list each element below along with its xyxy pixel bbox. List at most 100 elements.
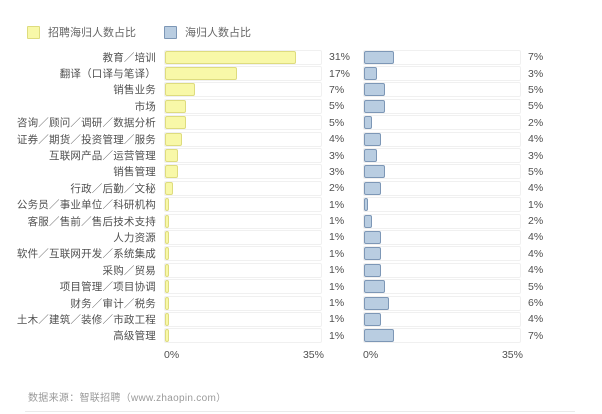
recruit-value-label: 4% bbox=[329, 133, 345, 146]
returnee-bar bbox=[364, 50, 394, 64]
recruit-bar bbox=[165, 50, 296, 64]
returnee-bar-track bbox=[363, 164, 521, 180]
recruit-bar-track bbox=[164, 279, 322, 295]
category-label: 销售业务 bbox=[113, 84, 156, 97]
returnee-bar bbox=[364, 312, 381, 326]
returnee-bar bbox=[364, 296, 390, 310]
legend-swatch-yellow-icon bbox=[27, 25, 40, 39]
returnee-bar-track bbox=[363, 246, 521, 262]
recruit-bar-track bbox=[164, 197, 322, 213]
returnee-bar-track bbox=[363, 262, 521, 278]
recruit-bar-track bbox=[164, 49, 322, 65]
returnee-bar bbox=[364, 149, 377, 163]
category-label: 销售管理 bbox=[113, 166, 156, 179]
legend-swatch-blue-icon bbox=[164, 25, 177, 39]
category-label: 项目管理／项目协调 bbox=[59, 281, 156, 294]
returnee-bar bbox=[364, 165, 386, 179]
recruit-value-label: 5% bbox=[329, 116, 345, 129]
recruit-bar-track bbox=[164, 148, 322, 164]
returnee-bar bbox=[364, 67, 377, 81]
recruit-bar bbox=[165, 263, 170, 277]
axis-row: 0% 35% 0% 35% bbox=[0, 349, 602, 363]
recruit-bar-track bbox=[164, 164, 322, 180]
returnee-value-label: 4% bbox=[528, 264, 544, 277]
returnee-value-label: 4% bbox=[528, 231, 544, 244]
recruit-bar-track bbox=[164, 66, 322, 82]
returnee-bar bbox=[364, 181, 381, 195]
table-row: 土木／建筑／装修／市政工程 1% 4% bbox=[0, 311, 602, 327]
left-axis-max-label: 35% bbox=[302, 349, 324, 362]
returnee-bar-track bbox=[363, 49, 521, 65]
returnee-value-label: 2% bbox=[528, 215, 544, 228]
recruit-value-label: 3% bbox=[329, 165, 345, 178]
category-label: 土木／建筑／装修／市政工程 bbox=[16, 313, 156, 326]
table-row: 市场 5% 5% bbox=[0, 98, 602, 114]
category-label: 行政／后勤／文秘 bbox=[70, 182, 156, 195]
table-row: 客服／售前／售后技术支持 1% 2% bbox=[0, 213, 602, 229]
table-row: 翻译（口译与笔译） 17% 3% bbox=[0, 65, 602, 82]
returnee-value-label: 6% bbox=[528, 297, 544, 310]
category-label: 公务员／事业单位／科研机构 bbox=[16, 199, 156, 212]
returnee-bar-track bbox=[363, 229, 521, 245]
returnee-bar bbox=[364, 263, 381, 277]
recruit-value-label: 1% bbox=[329, 215, 345, 228]
footer: 数据来源：智联招聘（www.zhaopin.com） bbox=[0, 389, 602, 413]
table-row: 人力资源 1% 4% bbox=[0, 229, 602, 245]
category-label: 翻译（口译与笔译） bbox=[59, 68, 156, 81]
recruit-bar bbox=[165, 214, 170, 228]
returnee-value-label: 5% bbox=[528, 100, 544, 113]
table-row: 软件／互联网开发／系统集成 1% 4% bbox=[0, 246, 602, 262]
table-row: 证券／期货／投资管理／服务 4% 4% bbox=[0, 131, 602, 147]
returnee-value-label: 7% bbox=[528, 51, 544, 64]
axis-gap bbox=[322, 349, 363, 363]
table-row: 销售管理 3% 5% bbox=[0, 164, 602, 180]
returnee-bar-track bbox=[363, 148, 521, 164]
right-axis: 0% 35% bbox=[363, 349, 523, 363]
recruit-bar bbox=[165, 99, 187, 113]
category-label: 教育／培训 bbox=[102, 51, 156, 64]
recruit-value-label: 1% bbox=[329, 231, 345, 244]
category-label: 软件／互联网开发／系统集成 bbox=[16, 248, 156, 261]
returnee-bar bbox=[364, 214, 373, 228]
bar-rows: 教育／培训 31% 7% 翻译（口译与笔译） 17% 3% 销售业务 7% 5% 市场 5% 5% 咨询… bbox=[0, 49, 602, 344]
legend-item-returnee: 海归人数占比 bbox=[164, 24, 251, 40]
recruit-bar-track bbox=[164, 295, 322, 311]
category-label: 客服／售前／售后技术支持 bbox=[27, 215, 156, 228]
returnee-value-label: 5% bbox=[528, 280, 544, 293]
recruit-bar-track bbox=[164, 115, 322, 131]
recruit-bar bbox=[165, 132, 182, 146]
category-label: 高级管理 bbox=[113, 330, 156, 343]
table-row: 销售业务 7% 5% bbox=[0, 82, 602, 98]
recruit-bar-track bbox=[164, 262, 322, 278]
returnee-value-label: 5% bbox=[528, 83, 544, 96]
returnee-bar bbox=[364, 280, 386, 294]
recruit-value-label: 1% bbox=[329, 313, 345, 326]
recruit-bar-track bbox=[164, 131, 322, 147]
returnee-bar-track bbox=[363, 66, 521, 82]
table-row: 教育／培训 31% 7% bbox=[0, 49, 602, 65]
returnee-value-label: 3% bbox=[528, 149, 544, 162]
recruit-value-label: 31% bbox=[329, 51, 351, 64]
returnee-bar-track bbox=[363, 98, 521, 114]
footer-divider bbox=[25, 411, 575, 413]
recruit-value-label: 1% bbox=[329, 198, 345, 211]
recruit-bar bbox=[165, 312, 170, 326]
table-row: 公务员／事业单位／科研机构 1% 1% bbox=[0, 197, 602, 213]
returnee-bar-track bbox=[363, 197, 521, 213]
recruit-bar bbox=[165, 83, 195, 97]
returnee-bar-track bbox=[363, 82, 521, 98]
left-axis-min-label: 0% bbox=[164, 349, 180, 362]
recruit-value-label: 1% bbox=[329, 297, 345, 310]
returnee-value-label: 5% bbox=[528, 165, 544, 178]
recruit-value-label: 7% bbox=[329, 83, 345, 96]
legend-label-returnee: 海归人数占比 bbox=[185, 27, 251, 39]
category-label: 互联网产品／运营管理 bbox=[49, 150, 156, 163]
recruit-bar-track bbox=[164, 213, 322, 229]
returnee-value-label: 4% bbox=[528, 313, 544, 326]
returnee-bar-track bbox=[363, 279, 521, 295]
table-row: 互联网产品／运营管理 3% 3% bbox=[0, 147, 602, 164]
recruit-bar bbox=[165, 198, 170, 212]
returnee-bar-track bbox=[363, 295, 521, 311]
category-label: 证券／期货／投资管理／服务 bbox=[16, 133, 156, 146]
recruit-bar-track bbox=[164, 229, 322, 245]
